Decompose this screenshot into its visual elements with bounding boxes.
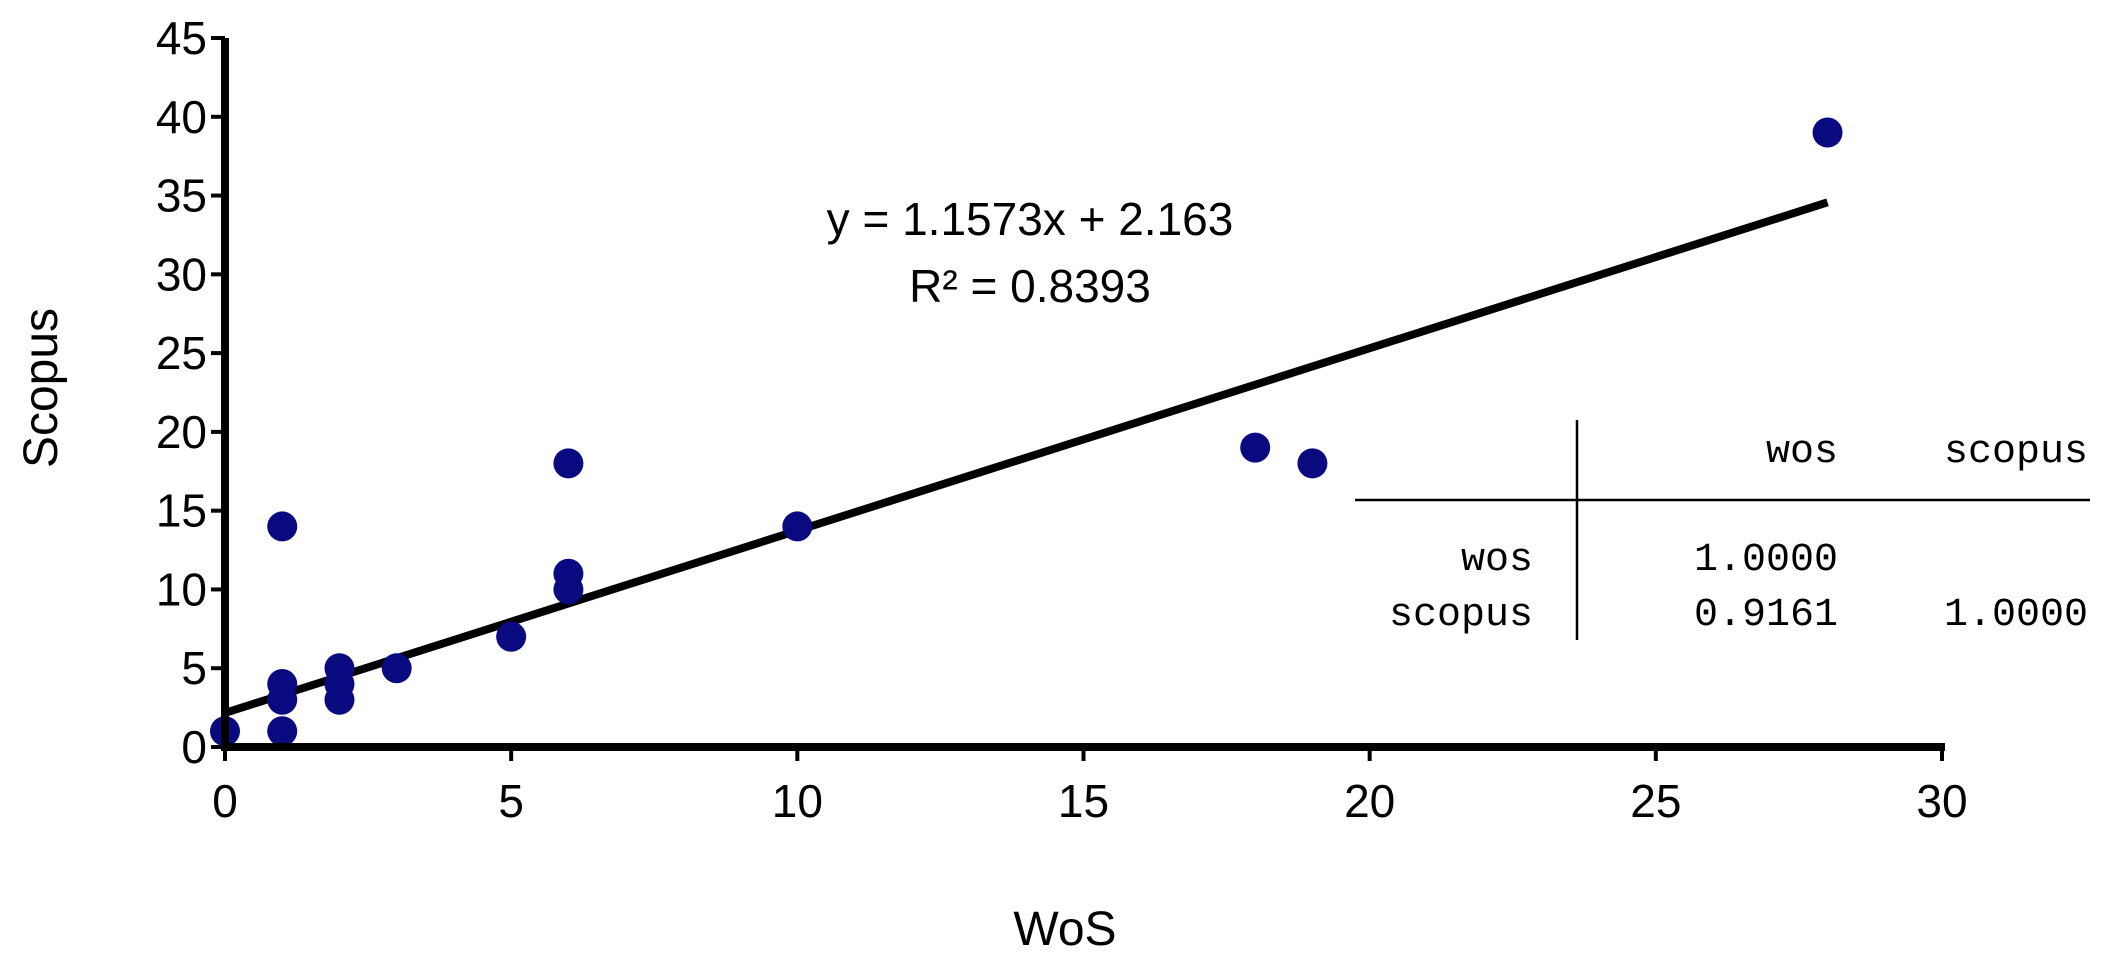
trendline bbox=[223, 198, 1829, 717]
data-point bbox=[324, 653, 355, 684]
y-tick-label: 35 bbox=[156, 170, 207, 222]
data-point bbox=[1812, 117, 1843, 148]
x-tick-label: 20 bbox=[1344, 775, 1395, 827]
data-point bbox=[553, 558, 584, 589]
y-tick-label: 30 bbox=[156, 248, 207, 300]
x-tick-label: 25 bbox=[1630, 775, 1681, 827]
y-tick-label: 15 bbox=[156, 485, 207, 537]
x-tick-label: 30 bbox=[1916, 775, 1967, 827]
correlation-header-scopus: scopus bbox=[1944, 430, 2088, 475]
data-point bbox=[381, 653, 412, 684]
y-tick-label: 5 bbox=[181, 642, 207, 694]
correlation-row-label-wos: wos bbox=[1461, 538, 1533, 583]
data-point bbox=[782, 511, 813, 542]
data-point bbox=[1240, 432, 1271, 463]
x-tick-label: 15 bbox=[1058, 775, 1109, 827]
y-tick-label: 45 bbox=[156, 12, 207, 64]
y-tick-label: 20 bbox=[156, 406, 207, 458]
correlation-cell-scopus-scopus: 1.0000 bbox=[1944, 593, 2088, 638]
trendline-r-squared: R² = 0.8393 bbox=[909, 260, 1151, 312]
data-point bbox=[267, 511, 298, 542]
correlation-row-label-scopus: scopus bbox=[1389, 593, 1533, 638]
x-axis-label: WoS bbox=[1013, 903, 1116, 956]
y-tick-label: 40 bbox=[156, 91, 207, 143]
correlation-cell-wos-wos: 1.0000 bbox=[1694, 538, 1838, 583]
correlation-header-wos: wos bbox=[1766, 430, 1838, 475]
data-point bbox=[1297, 448, 1328, 479]
x-tick-label: 10 bbox=[772, 775, 823, 827]
correlation-table: wos scopus wos 1.0000 scopus 0.9161 1.00… bbox=[1355, 420, 2090, 640]
y-tick-label: 10 bbox=[156, 563, 207, 615]
data-point bbox=[267, 668, 298, 699]
data-point bbox=[496, 621, 527, 652]
x-tick-label: 0 bbox=[212, 775, 238, 827]
y-axis-label: Scopus bbox=[15, 308, 68, 468]
correlation-cell-scopus-wos: 0.9161 bbox=[1694, 593, 1838, 638]
data-point bbox=[267, 716, 298, 747]
y-tick-label: 25 bbox=[156, 327, 207, 379]
trendline-equation: y = 1.1573x + 2.163 bbox=[827, 193, 1234, 245]
y-tick-label: 0 bbox=[181, 721, 207, 773]
x-tick-label: 5 bbox=[498, 775, 524, 827]
data-point bbox=[553, 448, 584, 479]
